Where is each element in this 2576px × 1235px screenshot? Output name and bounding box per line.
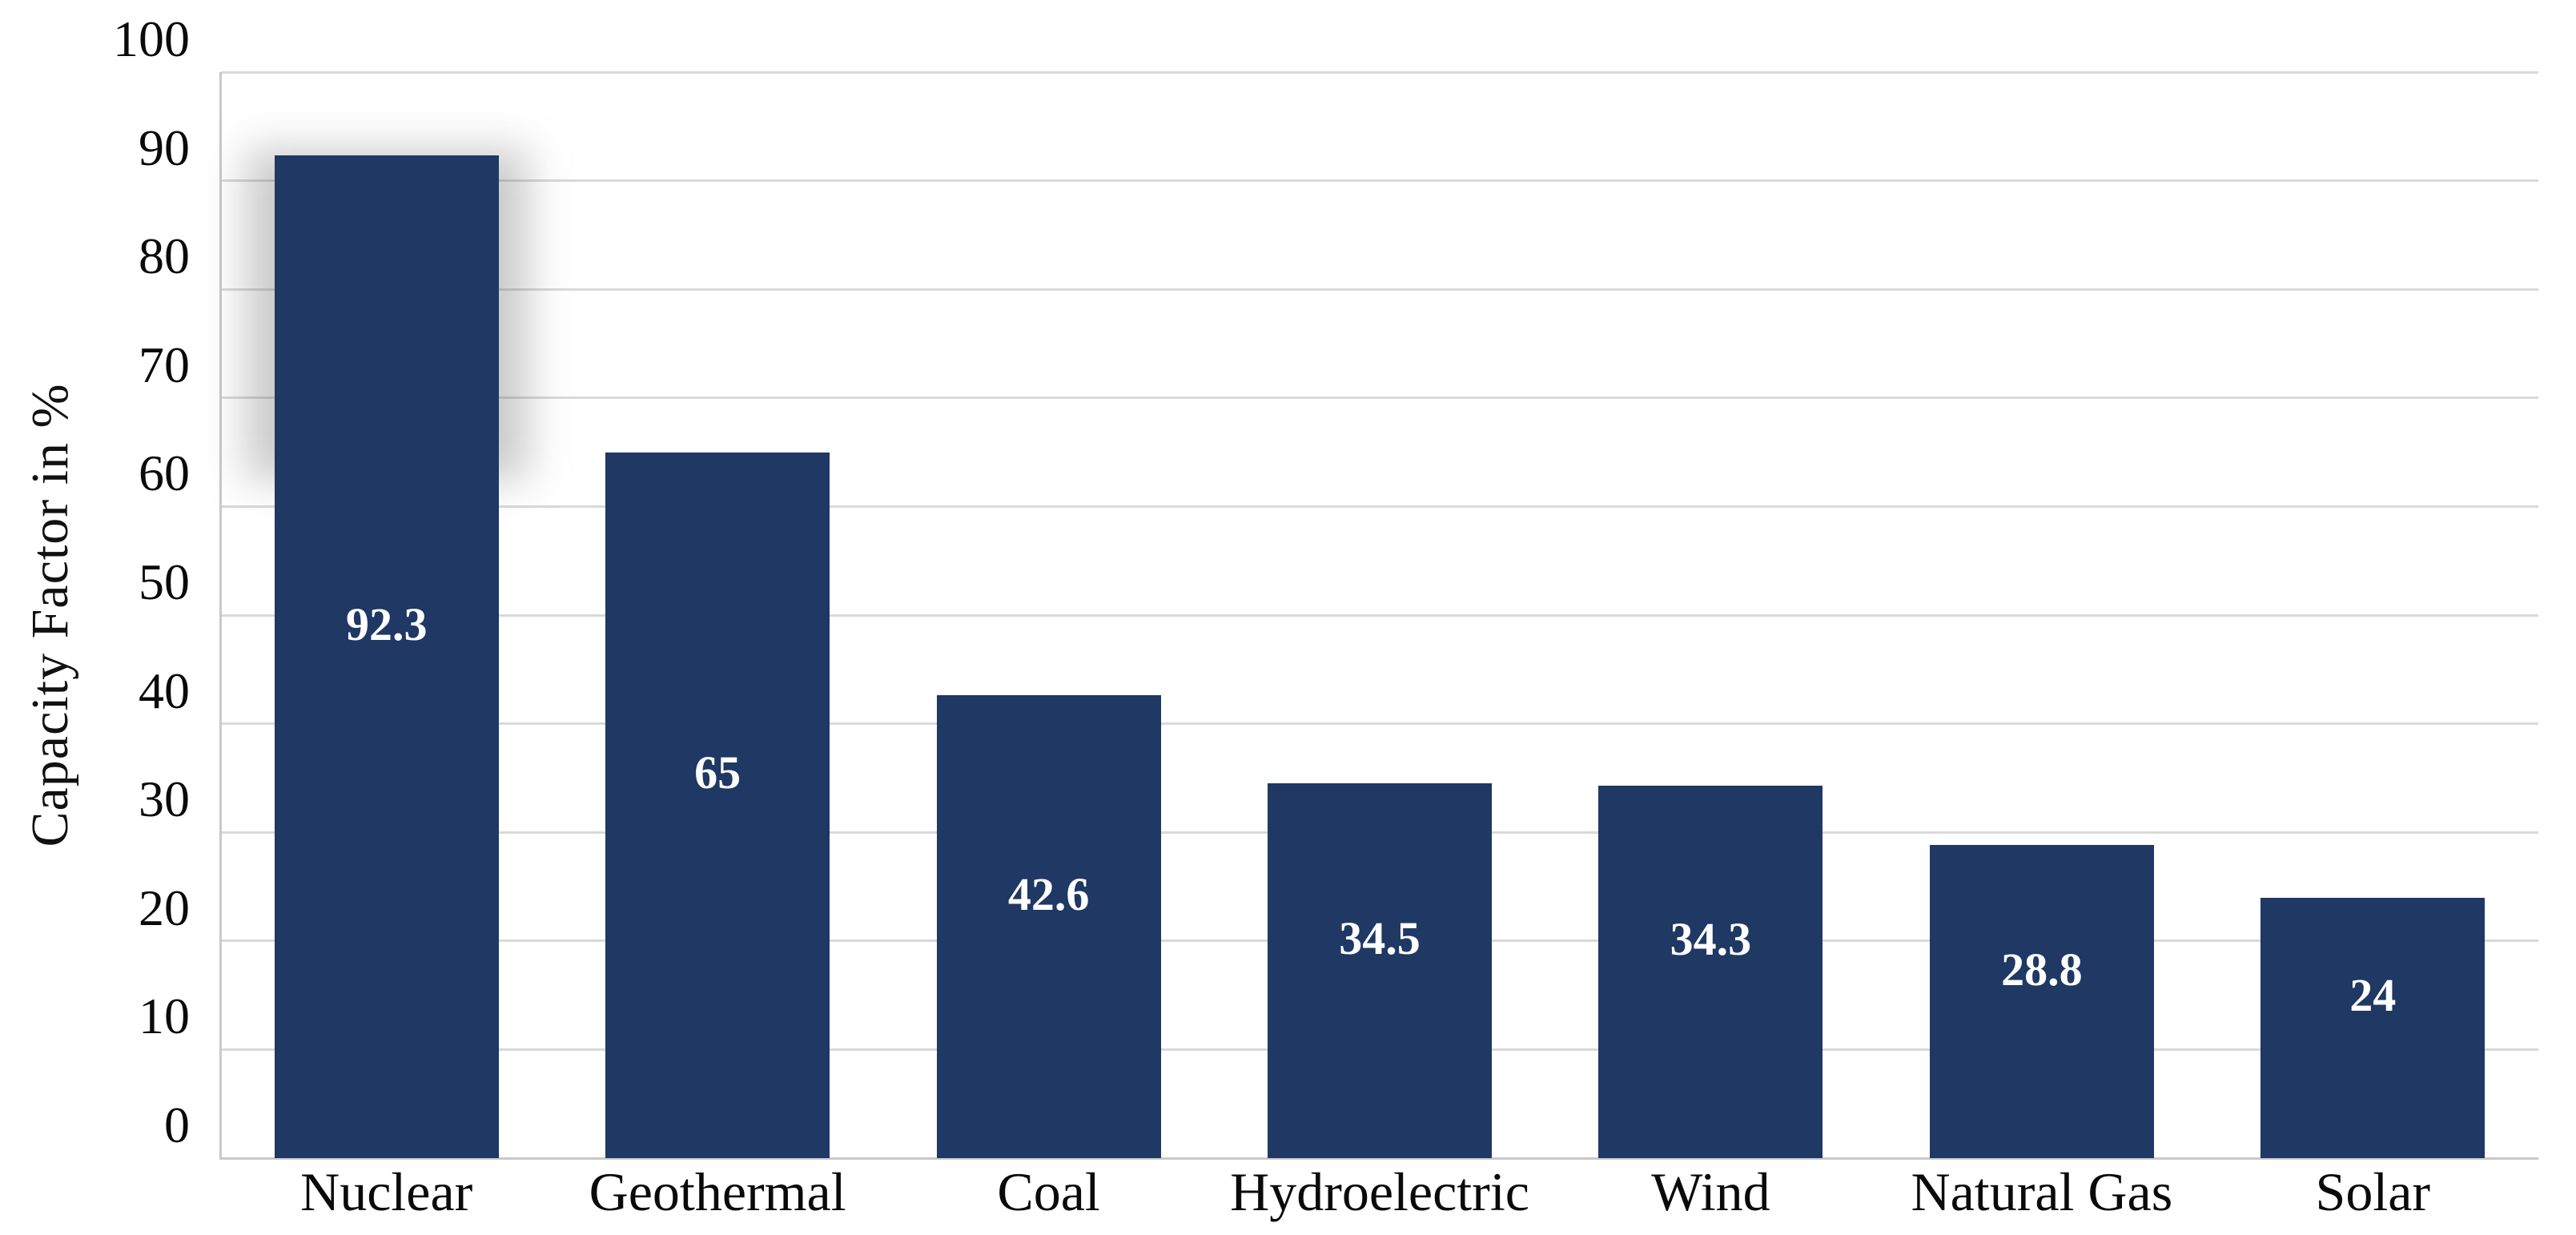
gridline-80 — [221, 288, 2538, 291]
y-tick-label: 40 — [139, 662, 190, 719]
y-tick-label: 70 — [139, 336, 190, 393]
gridline-100 — [221, 70, 2538, 74]
y-tick-label: 10 — [139, 988, 190, 1045]
bar-natural-gas: 28.8 — [1929, 845, 2154, 1158]
bar-wind: 34.3 — [1598, 785, 1823, 1158]
bar-value-label: 34.5 — [1339, 912, 1421, 965]
y-tick-label: 50 — [139, 553, 190, 610]
x-category-label: Coal — [997, 1161, 1100, 1222]
y-tick-label: 0 — [164, 1096, 190, 1153]
bar-value-label: 42.6 — [1007, 868, 1090, 921]
x-category-label: Nuclear — [300, 1161, 473, 1222]
bar-value-label: 34.3 — [1670, 913, 1752, 966]
bar-coal: 42.6 — [936, 695, 1161, 1158]
gridline-70 — [221, 396, 2538, 400]
gridline-90 — [221, 179, 2538, 183]
bar-value-label: 65 — [694, 746, 741, 799]
x-category-label: Natural Gas — [1911, 1161, 2173, 1222]
x-category-label: Hydroelectric — [1230, 1161, 1529, 1222]
bar-hydroelectric: 34.5 — [1268, 783, 1492, 1158]
bar-value-label: 24 — [2349, 969, 2397, 1022]
bar-value-label: 28.8 — [2001, 943, 2083, 996]
bar-geothermal: 65 — [605, 452, 830, 1158]
bar-nuclear: 92.3 — [274, 155, 499, 1158]
x-category-label: Solar — [2315, 1161, 2431, 1222]
y-tick-label: 20 — [139, 879, 190, 936]
y-tick-label: 100 — [113, 10, 190, 67]
y-tick-label: 60 — [139, 445, 190, 502]
x-category-label: Geothermal — [589, 1161, 846, 1222]
bar-value-label: 92.3 — [345, 598, 428, 651]
gridline-50 — [221, 613, 2538, 617]
gridline-0 — [221, 1157, 2538, 1160]
y-tick-label: 30 — [139, 770, 190, 828]
y-tick-label: 80 — [139, 227, 190, 285]
gridline-60 — [221, 505, 2538, 508]
bar-solar: 24 — [2261, 897, 2486, 1158]
x-category-label: Wind — [1651, 1161, 1770, 1222]
y-axis-line — [219, 72, 222, 1160]
y-tick-label: 90 — [139, 119, 190, 176]
gridline-40 — [221, 722, 2538, 726]
